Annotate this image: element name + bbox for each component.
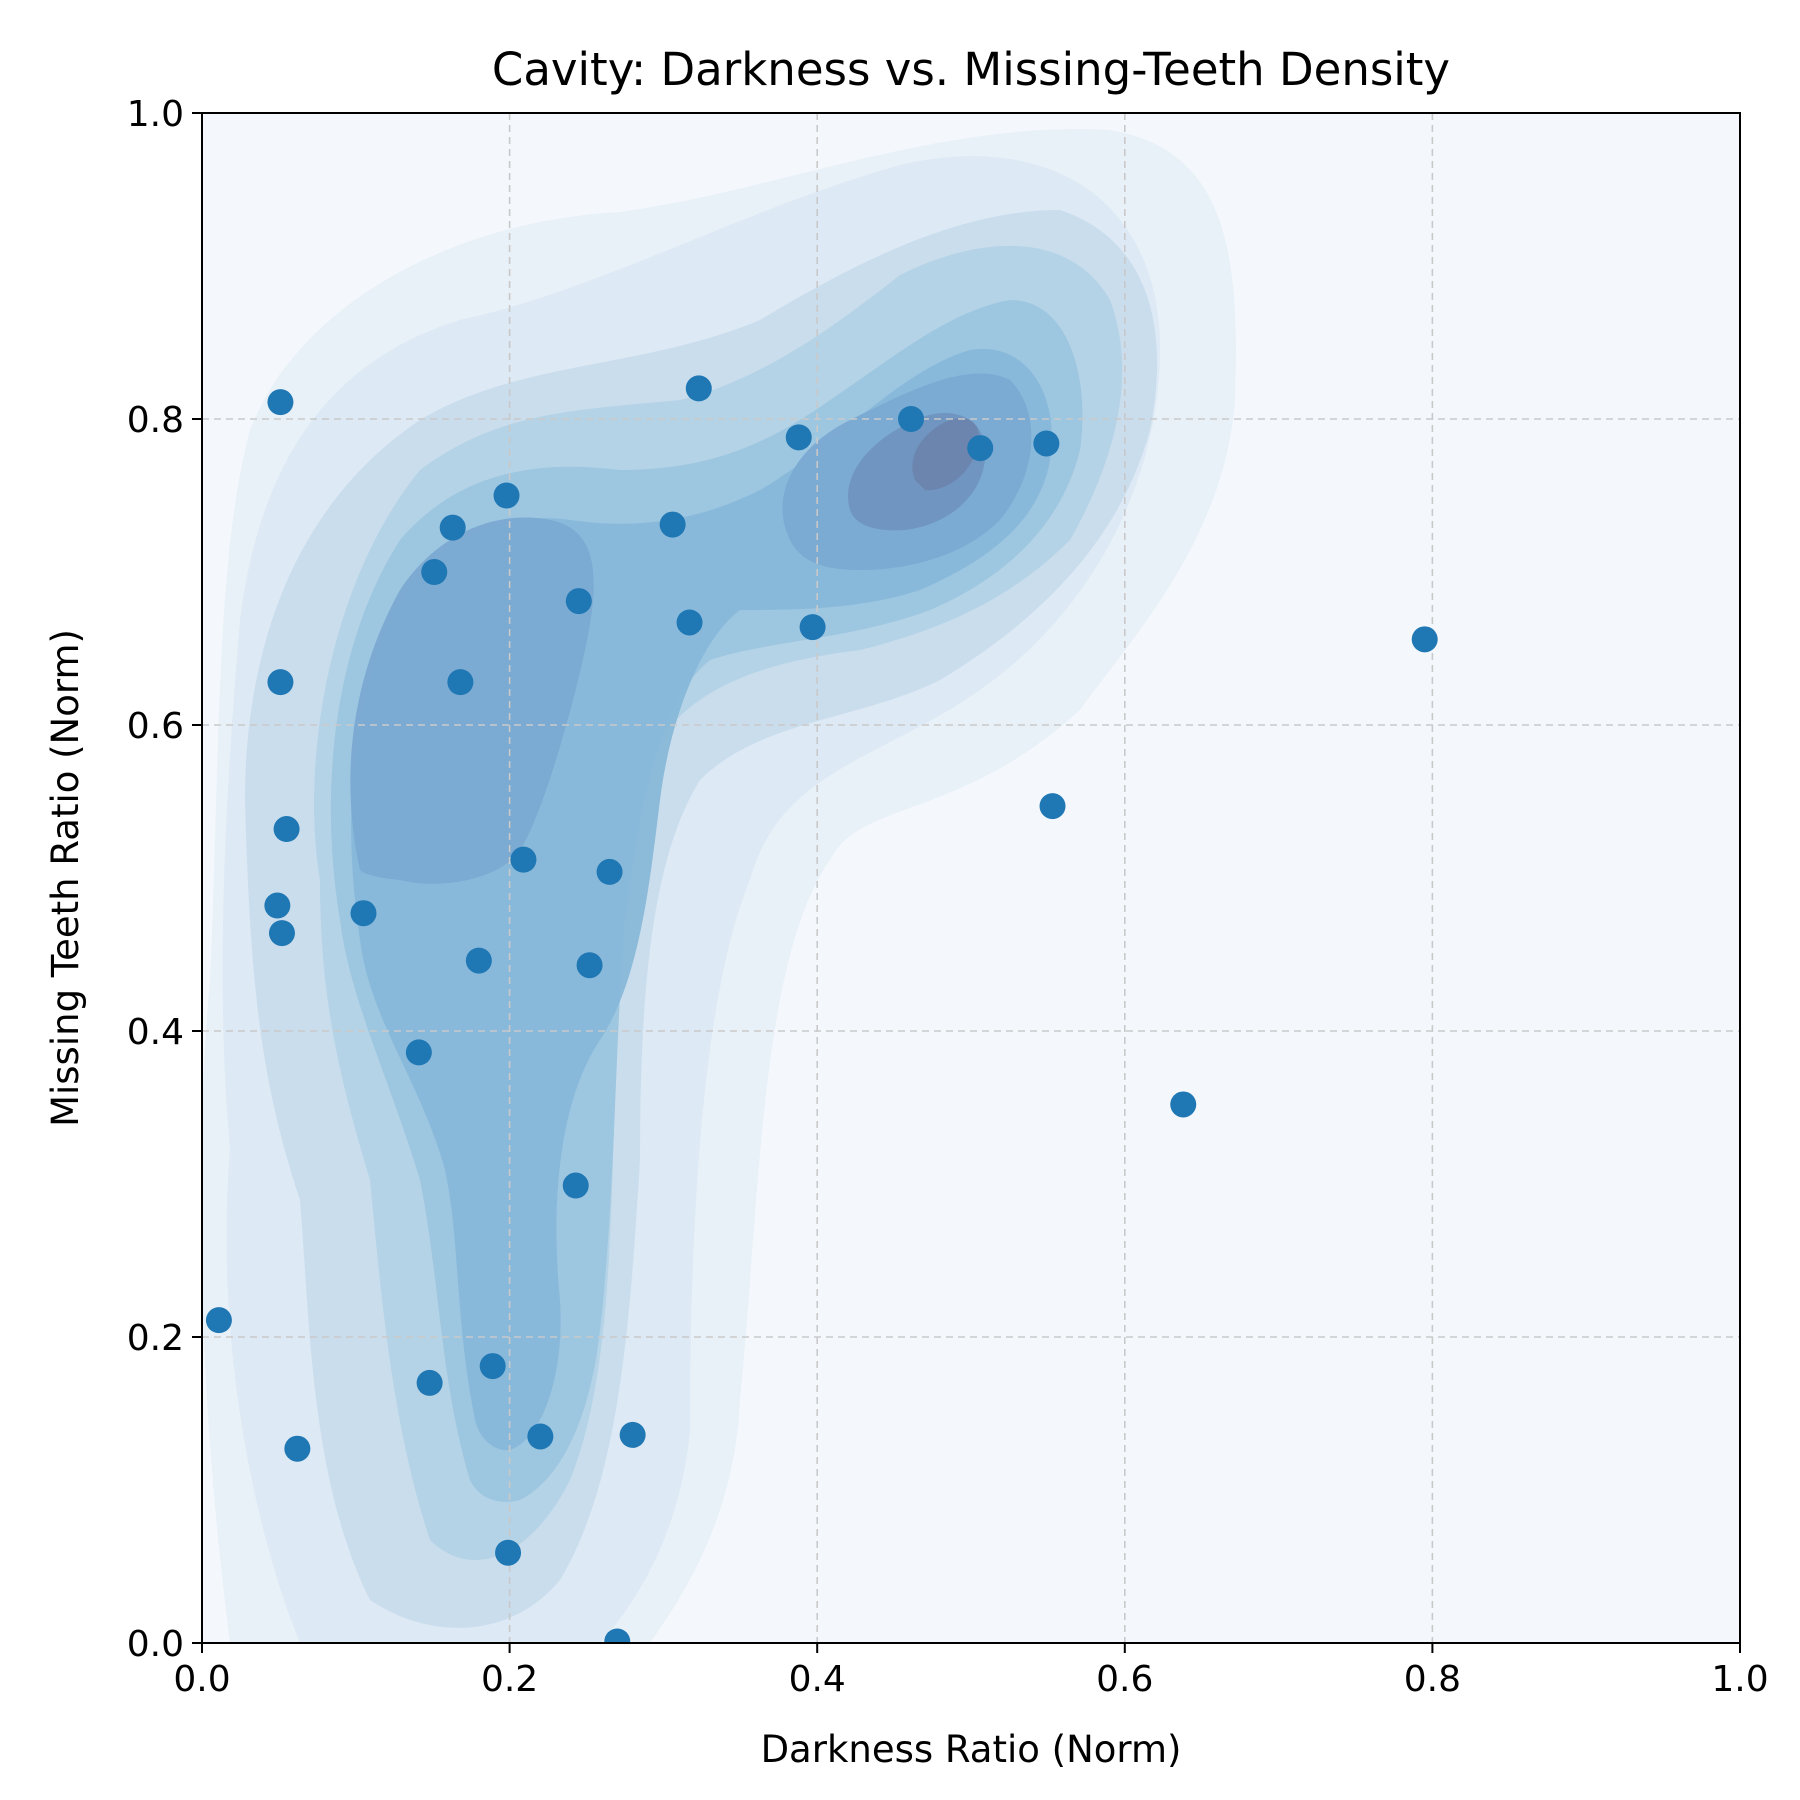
scatter-point — [1411, 626, 1438, 653]
scatter-point — [799, 614, 826, 641]
scatter-point — [350, 900, 377, 927]
x-tick-label: 0.4 — [789, 1659, 846, 1700]
scatter-point — [421, 559, 448, 585]
x-tick-label: 0.8 — [1404, 1659, 1461, 1700]
density-peak — [912, 418, 979, 491]
scatter-point — [465, 947, 492, 974]
scatter-point — [495, 1539, 522, 1566]
plot-frame — [201, 112, 1741, 1644]
scatter-point — [1170, 1091, 1197, 1118]
x-tick-label: 0.6 — [1096, 1659, 1153, 1700]
scatter-point — [565, 588, 592, 615]
scatter-point — [205, 1307, 232, 1334]
scatter-point — [1033, 430, 1060, 457]
scatter-point — [447, 669, 474, 696]
scatter-point — [264, 892, 291, 919]
scatter-point — [659, 511, 686, 538]
scatter-point — [416, 1369, 443, 1396]
scatter-point — [685, 375, 712, 402]
y-axis-label: Missing Teeth Ratio (Norm) — [44, 629, 87, 1127]
y-tick-label: 0.4 — [127, 1012, 184, 1053]
scatter-point — [479, 1353, 506, 1380]
scatter-point — [273, 816, 300, 843]
scatter-point — [268, 920, 295, 947]
scatter-point — [596, 858, 623, 885]
scatter-point — [604, 1628, 631, 1643]
scatter-point — [405, 1039, 432, 1066]
y-tick-label: 0.2 — [127, 1318, 184, 1359]
scatter-point — [510, 846, 537, 873]
scatter-point — [676, 609, 703, 636]
y-tick-label: 0.0 — [127, 1624, 184, 1665]
scatter-point — [527, 1423, 554, 1450]
scatter-point — [1039, 793, 1066, 820]
x-tick-label: 0.0 — [173, 1659, 230, 1700]
scatter-point — [619, 1421, 646, 1448]
scatter-point — [267, 389, 294, 416]
scatter-point — [439, 514, 466, 541]
x-tick-label: 1.0 — [1711, 1659, 1768, 1700]
y-tick-label: 0.8 — [127, 400, 184, 441]
x-axis-label: Darkness Ratio (Norm) — [761, 1728, 1182, 1771]
scatter-point — [785, 424, 812, 451]
scatter-point — [898, 406, 925, 432]
density-contours — [202, 129, 1236, 1643]
axis-ticks: 0.0 0.2 0.4 0.6 0.8 1.0 0.0 0.2 0.4 0.6 0.8 1.0 — [127, 94, 1769, 1700]
scatter-point — [493, 482, 520, 509]
scatter-point — [967, 435, 994, 462]
y-tick-label: 0.6 — [127, 706, 184, 747]
scatter-point — [562, 1172, 589, 1199]
y-tick-label: 1.0 — [127, 94, 184, 135]
scatter-points — [205, 375, 1438, 1643]
scatter-point — [284, 1435, 311, 1462]
scatter-point — [576, 952, 603, 979]
x-tick-label: 0.2 — [481, 1659, 538, 1700]
scatter-point — [267, 669, 294, 696]
chart-title: Cavity: Darkness vs. Missing-Teeth Densi… — [492, 43, 1450, 96]
